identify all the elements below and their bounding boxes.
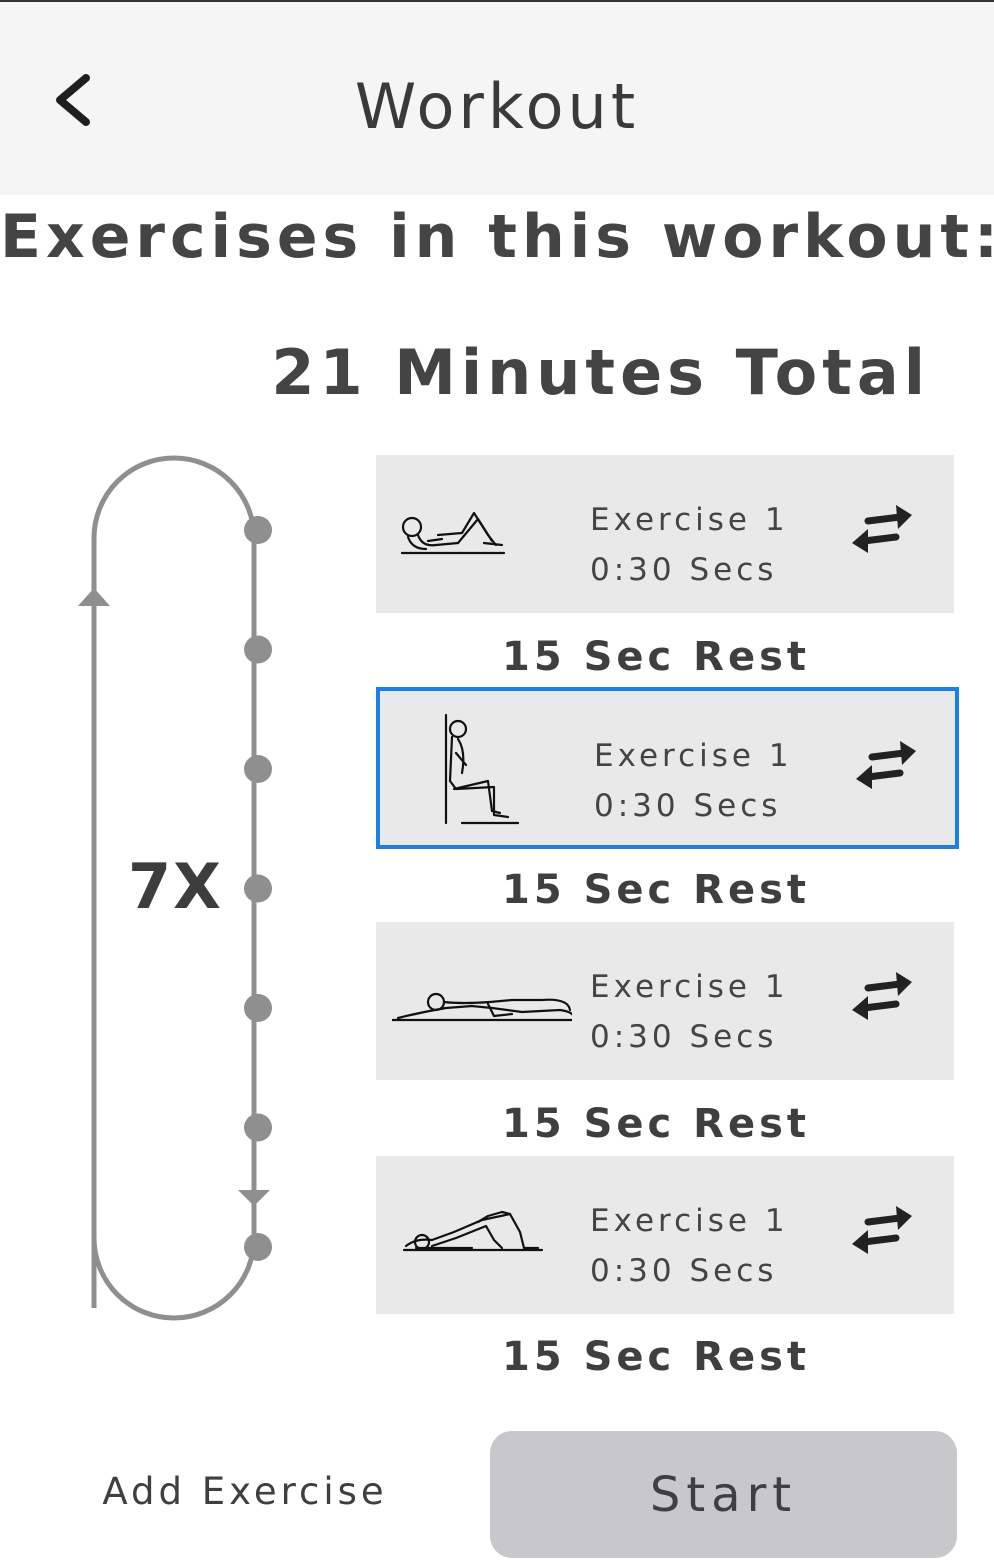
start-button[interactable]: Start	[490, 1431, 957, 1558]
loop-step-dot	[244, 874, 272, 903]
swap-icon[interactable]	[850, 968, 914, 1024]
loop-step-dot	[244, 635, 272, 664]
crunch-figure-icon	[400, 511, 506, 555]
chevron-left-icon[interactable]	[48, 70, 104, 130]
header-bar: Workout	[0, 2, 994, 195]
loop-step-dot	[244, 516, 272, 544]
page-title: Workout	[354, 70, 640, 143]
exercise-card[interactable]: Exercise 1 0:30 Secs	[376, 455, 954, 613]
total-duration: 21 Minutes Total	[271, 336, 930, 409]
rest-label: 15 Sec Rest	[501, 1101, 811, 1147]
swap-icon[interactable]	[850, 1202, 914, 1258]
swap-icon[interactable]	[850, 501, 914, 557]
exercise-duration: 0:30 Secs	[590, 1019, 778, 1055]
exercise-name: Exercise 1	[590, 1203, 789, 1239]
loop-down-arrow-icon	[238, 1190, 270, 1206]
glute-bridge-figure-icon	[402, 1210, 544, 1252]
exercise-duration: 0:30 Secs	[590, 552, 778, 588]
exercise-name: Exercise 1	[590, 502, 789, 538]
exercise-info: Exercise 1 0:30 Secs	[590, 962, 789, 1062]
loop-up-arrow-icon	[78, 588, 110, 606]
loop-step-dots	[244, 516, 272, 1261]
rest-label: 15 Sec Rest	[501, 867, 811, 913]
repeat-loop-diagram	[78, 455, 272, 1321]
loop-step-dot	[244, 755, 272, 783]
loop-step-dot	[244, 1233, 272, 1261]
rest-label: 15 Sec Rest	[501, 634, 811, 680]
exercise-info: Exercise 1 0:30 Secs	[590, 1196, 789, 1296]
exercise-name: Exercise 1	[594, 738, 793, 774]
exercise-duration: 0:30 Secs	[594, 788, 782, 824]
add-exercise-button[interactable]: Add Exercise	[102, 1470, 388, 1513]
rest-label: 15 Sec Rest	[501, 1334, 811, 1380]
exercise-duration: 0:30 Secs	[590, 1253, 778, 1289]
exercise-card-selected[interactable]: Exercise 1 0:30 Secs	[376, 687, 959, 849]
exercises-heading: Exercises in this workout:	[0, 202, 994, 272]
swap-icon[interactable]	[854, 737, 918, 793]
exercise-card[interactable]: Exercise 1 0:30 Secs	[376, 1156, 954, 1314]
top-border	[0, 0, 994, 2]
exercise-card[interactable]: Exercise 1 0:30 Secs	[376, 922, 954, 1080]
lying-leg-raise-figure-icon	[392, 992, 572, 1022]
repeat-count: 7X	[128, 850, 223, 923]
exercise-info: Exercise 1 0:30 Secs	[594, 731, 793, 831]
loop-step-dot	[244, 1113, 272, 1142]
exercise-name: Exercise 1	[590, 969, 789, 1005]
wall-sit-figure-icon	[444, 713, 520, 825]
exercise-info: Exercise 1 0:30 Secs	[590, 495, 789, 595]
loop-step-dot	[244, 994, 272, 1022]
